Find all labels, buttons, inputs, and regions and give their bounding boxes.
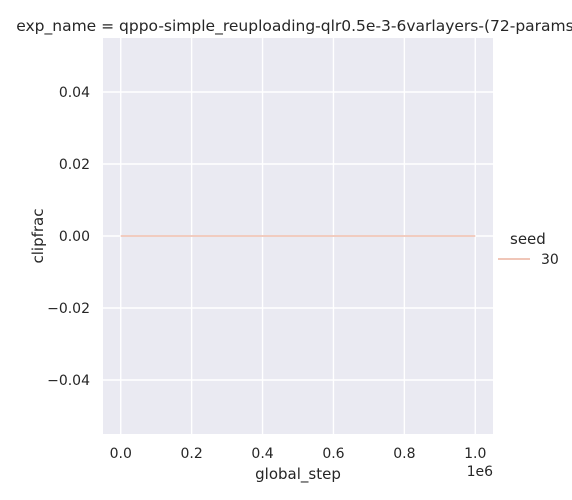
legend-title: seed bbox=[510, 230, 546, 248]
x-tick-label: 0.2 bbox=[181, 446, 203, 462]
x-tick-label: 1.0 bbox=[464, 446, 486, 462]
x-tick-labels: 0.0 0.2 0.4 0.6 0.8 1.0 bbox=[110, 446, 487, 462]
x-offset-label: 1e6 bbox=[467, 464, 494, 480]
y-tick-label: 0.04 bbox=[59, 85, 90, 101]
y-tick-label: 0.00 bbox=[59, 229, 90, 245]
x-tick-label: 0.4 bbox=[251, 446, 273, 462]
legend: seed 30 bbox=[498, 230, 559, 268]
x-tick-label: 0.6 bbox=[322, 446, 344, 462]
x-tick-label: 0.8 bbox=[393, 446, 415, 462]
legend-label-30: 30 bbox=[541, 252, 559, 268]
y-axis-label: clipfrac bbox=[29, 209, 47, 264]
y-tick-labels: 0.04 0.02 0.00 −0.02 −0.04 bbox=[47, 85, 90, 389]
y-tick-label: −0.02 bbox=[47, 301, 90, 317]
y-tick-label: 0.02 bbox=[59, 157, 90, 173]
x-axis-label: global_step bbox=[255, 465, 341, 484]
x-tick-label: 0.0 bbox=[110, 446, 132, 462]
chart-title: exp_name = qppo-simple_reuploading-qlr0.… bbox=[16, 17, 572, 36]
y-tick-label: −0.04 bbox=[47, 373, 90, 389]
